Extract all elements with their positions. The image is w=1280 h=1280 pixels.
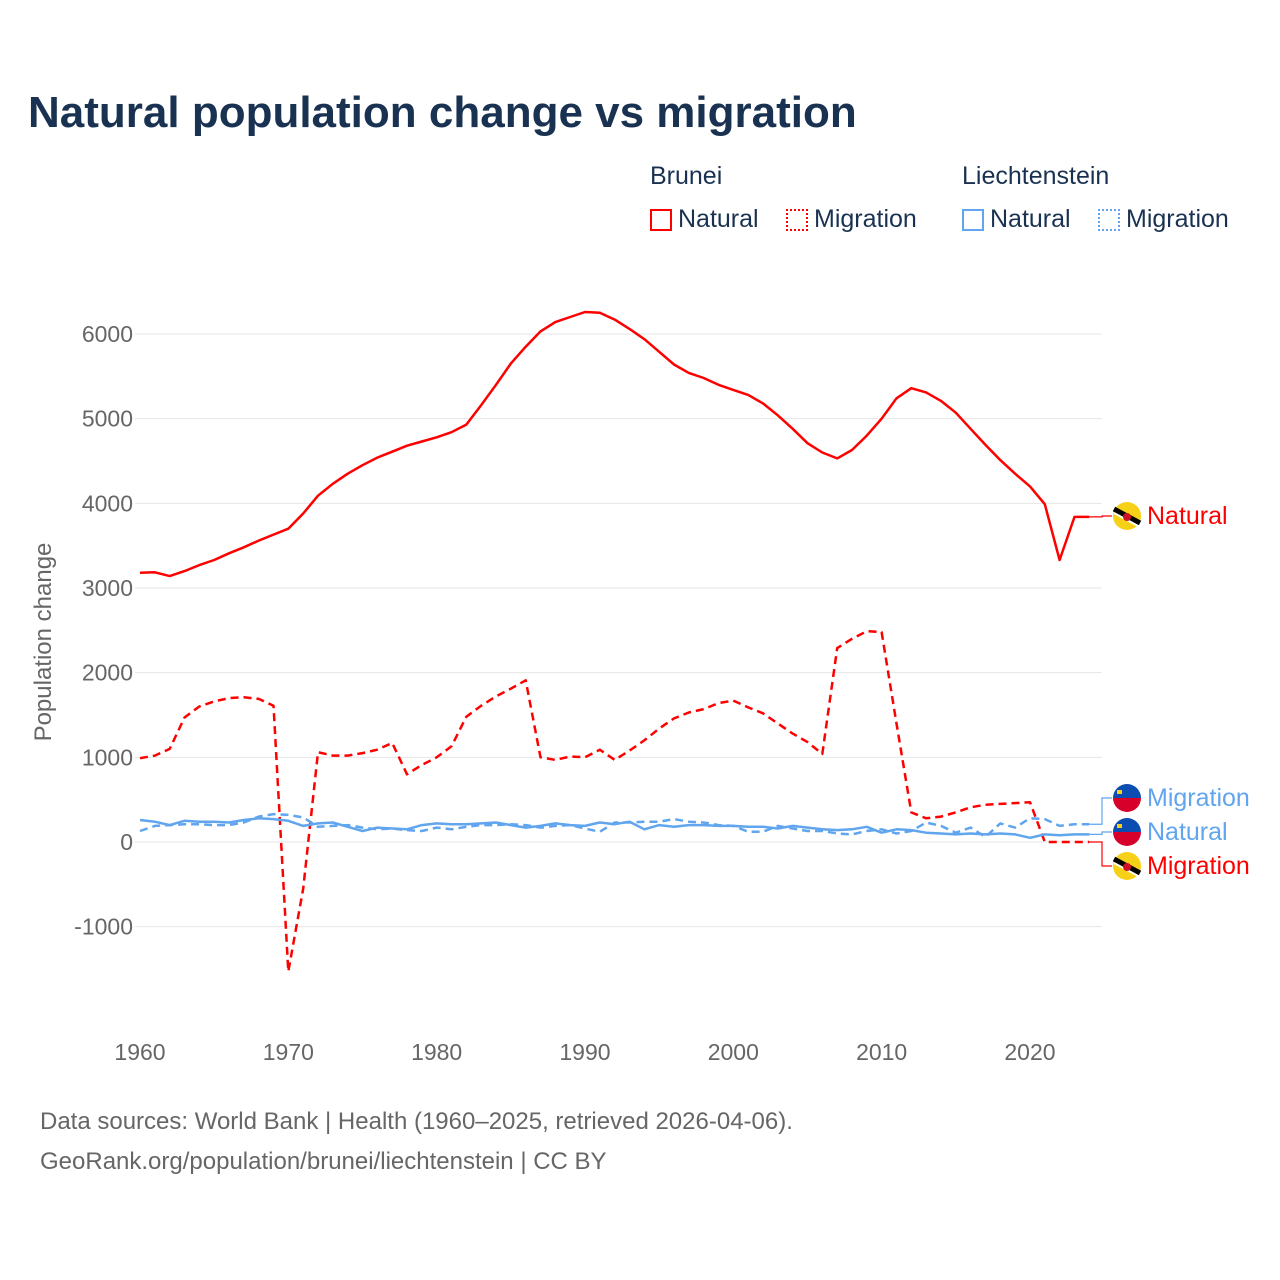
footer-link[interactable]: GeoRank.org/population/brunei/liechtenst… <box>40 1148 607 1175</box>
y-tick-label: 0 <box>120 829 133 855</box>
liechtenstein-flag-icon <box>1113 784 1141 812</box>
x-tick-label: 2000 <box>708 1039 759 1065</box>
x-tick-label: 1960 <box>114 1039 165 1065</box>
legend-label: Migration <box>814 205 917 233</box>
solid-swatch-icon <box>962 208 984 231</box>
y-tick-label: 2000 <box>82 660 133 686</box>
series-line-brunei-migration <box>139 629 1090 973</box>
solid-swatch-icon <box>650 208 672 231</box>
x-tick-label: 2020 <box>1004 1039 1055 1065</box>
liechtenstein-flag-icon <box>1113 818 1141 846</box>
y-axis-label: Population change <box>30 543 57 742</box>
y-tick-label: 1000 <box>82 744 133 770</box>
dotted-swatch-icon <box>786 208 808 231</box>
legend-liechtenstein-natural[interactable]: Natural <box>962 205 1071 234</box>
end-label-liechtenstein-natural: Natural <box>1147 818 1228 846</box>
dotted-swatch-icon <box>1098 208 1120 231</box>
legend-brunei-natural[interactable]: Natural <box>650 205 759 234</box>
legend-group-brunei: Brunei <box>650 162 723 190</box>
y-tick-label: -1000 <box>74 914 133 940</box>
series-line-liechtenstein-migration <box>139 812 1090 839</box>
legend-label: Natural <box>678 205 759 233</box>
end-label-brunei-natural: Natural <box>1147 502 1228 530</box>
legend-liechtenstein-migration[interactable]: Migration <box>1098 205 1229 234</box>
y-tick-label: 4000 <box>82 490 133 516</box>
y-tick-label: 3000 <box>82 575 133 601</box>
x-tick-label: 1980 <box>411 1039 462 1065</box>
end-label-brunei-migration: Migration <box>1147 852 1250 880</box>
footer-sources: Data sources: World Bank | Health (1960–… <box>40 1108 793 1135</box>
label-leader-line <box>1089 515 1112 518</box>
x-tick-label: 1990 <box>559 1039 610 1065</box>
x-tick-label: 2010 <box>856 1039 907 1065</box>
y-tick-label: 6000 <box>82 321 133 347</box>
legend-group-liechtenstein: Liechtenstein <box>962 162 1110 190</box>
y-tick-label: 5000 <box>82 406 133 432</box>
brunei-flag-icon <box>1112 852 1142 880</box>
label-leader-line <box>1089 841 1112 867</box>
legend-label: Migration <box>1126 205 1229 233</box>
chart-title: Natural population change vs migration <box>28 88 857 137</box>
legend-label: Natural <box>990 205 1071 233</box>
x-tick-label: 1970 <box>263 1039 314 1065</box>
legend-brunei-migration[interactable]: Migration <box>786 205 917 234</box>
series-line-brunei-natural <box>139 310 1090 578</box>
end-label-liechtenstein-migration: Migration <box>1147 784 1250 812</box>
brunei-flag-icon <box>1112 502 1142 530</box>
label-leader-line <box>1089 797 1112 825</box>
label-leader-line <box>1089 831 1112 835</box>
series-line-liechtenstein-natural <box>139 817 1090 840</box>
